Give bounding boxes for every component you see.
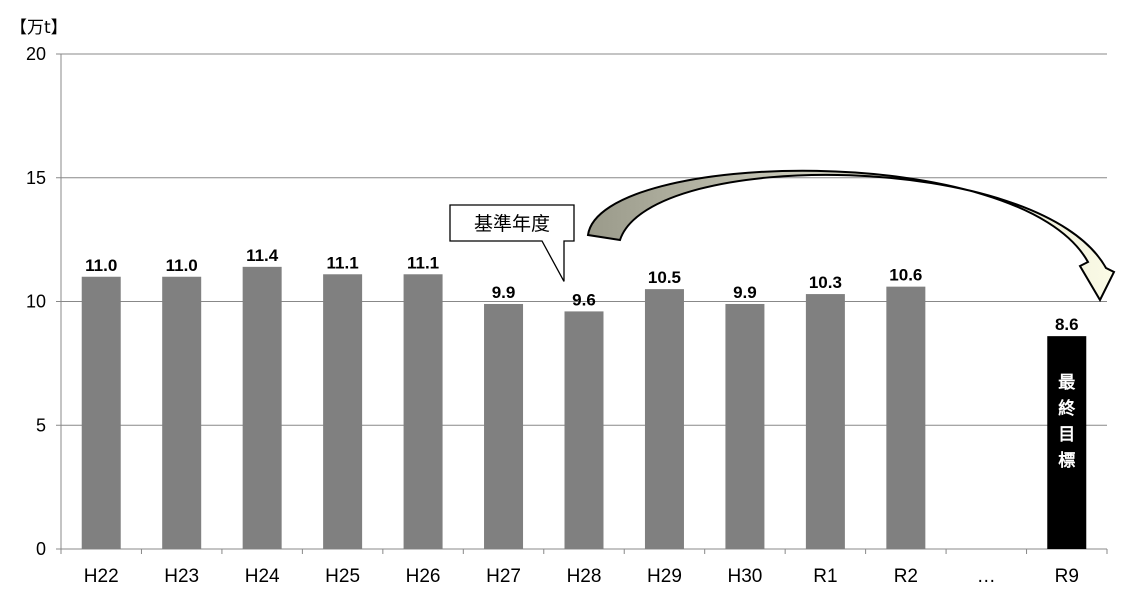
y-tick-label: 5 xyxy=(36,415,46,435)
x-tick-label: R2 xyxy=(894,566,918,587)
value-label: 9.6 xyxy=(572,290,596,309)
y-tick-label: 10 xyxy=(26,292,46,312)
unit-label: 【万t】 xyxy=(10,18,68,38)
value-label: 10.3 xyxy=(809,273,842,292)
x-tick-label: R1 xyxy=(813,566,837,587)
target-label-char: 最 xyxy=(1058,373,1076,393)
value-label: 10.6 xyxy=(889,266,922,285)
x-tick-label: R9 xyxy=(1055,566,1079,587)
bar xyxy=(242,266,282,549)
y-tick-label: 15 xyxy=(26,168,46,188)
value-label: 11.1 xyxy=(327,253,359,272)
value-label: 9.9 xyxy=(733,283,757,302)
bar xyxy=(162,276,202,549)
target-label-char: 終 xyxy=(1058,398,1076,419)
value-label: 11.0 xyxy=(85,256,117,275)
bar xyxy=(564,311,604,549)
callout-box xyxy=(449,204,575,282)
bar xyxy=(323,274,363,549)
x-tick-label: H22 xyxy=(84,566,119,587)
target-arrow xyxy=(586,169,1116,303)
target-label-char: 目 xyxy=(1058,425,1075,445)
x-tick-label: H23 xyxy=(164,566,199,587)
value-label: 9.9 xyxy=(492,283,516,302)
x-tick-label: H28 xyxy=(567,566,602,587)
value-label: 11.0 xyxy=(166,256,198,275)
x-tick-label: H25 xyxy=(325,566,360,587)
value-label: 11.4 xyxy=(246,246,279,265)
bar xyxy=(81,276,121,549)
value-label: 11.1 xyxy=(407,253,439,272)
bar xyxy=(484,303,524,549)
target-bar xyxy=(1047,336,1087,549)
x-tick-label: H29 xyxy=(647,566,682,587)
bar xyxy=(644,289,684,549)
bars xyxy=(81,266,1087,549)
labels: 【万t】 0 5 10 15 20 11.0 H22 11.0 H23 11.4 H24 11.1 H25… xyxy=(10,18,1079,587)
target-label-char: 標 xyxy=(1058,450,1075,471)
bar xyxy=(403,274,443,549)
value-label: 10.5 xyxy=(648,268,681,287)
bar xyxy=(886,286,926,549)
x-tick-label: H27 xyxy=(486,566,521,587)
bar xyxy=(805,294,845,549)
bar xyxy=(725,303,765,549)
value-label: 8.6 xyxy=(1055,315,1079,334)
y-tick-label: 20 xyxy=(26,44,46,64)
x-tick-label: … xyxy=(977,566,996,587)
y-tick-label: 0 xyxy=(36,539,46,559)
x-tick-label: H24 xyxy=(245,566,280,587)
x-tick-label: H26 xyxy=(406,566,441,587)
x-tick-label: H30 xyxy=(727,566,762,587)
callout-label: 基準年度 xyxy=(474,213,550,235)
annotations: 基準年度 xyxy=(449,169,1116,303)
